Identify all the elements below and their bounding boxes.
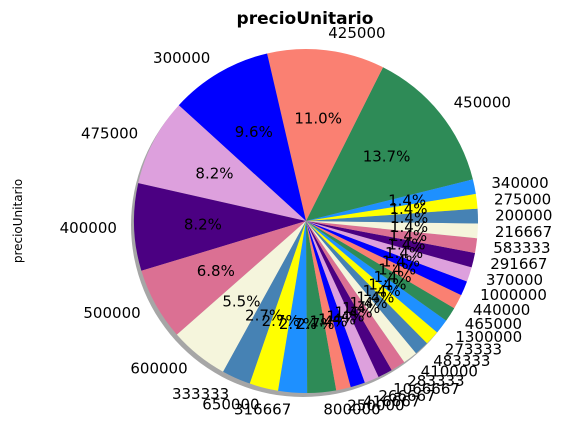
pie-percent-label: 1.4% [334,304,372,322]
pie-category-label: 340000 [491,174,548,192]
pie-percent-label: 8.2% [195,164,233,182]
pie-slice [306,221,468,296]
pie-category-label: 316667 [234,401,291,419]
pie-slice [306,221,478,239]
pie-percent-label: 1.4% [390,218,428,236]
pie-percent-label: 8.2% [184,216,222,234]
pie-slice [306,221,455,321]
pie-percent-labels: 13.7%11.0%9.6%8.2%8.2%6.8%5.5%2.7%2.7%2.… [184,110,428,333]
pie-percent-label: 1.4% [388,191,426,209]
pie-percent-label: 1.4% [385,244,423,262]
pie-percent-label: 5.5% [222,293,260,311]
pie-category-label: 425000 [328,24,385,42]
pie-category-label: 583333 [493,239,550,257]
y-axis-label: precioUnitario [11,179,25,263]
pie-slice [306,67,473,221]
pie-slice [306,221,392,377]
pie-percent-label: 2.7% [296,315,334,333]
pie-percent-label: 2.7% [262,312,300,330]
pie-category-label: 283333 [407,372,464,390]
pie-percent-label: 1.4% [349,294,387,312]
pie-category-label: 500000 [83,304,140,322]
pie-percent-label: 1.4% [387,236,425,254]
pie-percent-label: 13.7% [363,147,411,165]
pie-percent-label: 1.4% [363,282,401,300]
pie-slice [141,221,306,335]
pie-category-label: 650000 [202,395,259,413]
pie-percent-label: 9.6% [235,123,273,141]
pie-slice [306,208,478,224]
pie-category-label: 273333 [445,341,502,359]
pie-slice [306,221,447,333]
pie-slice [278,221,308,394]
pie-percent-label: 11.0% [294,110,342,128]
pie-slice [306,221,472,282]
pie-category-label: 266667 [378,387,435,405]
pie-slice [249,221,306,391]
pie-slice [306,221,462,309]
pie-percent-label: 1.4% [382,252,420,270]
pie-slice [306,221,365,388]
pie-slice [306,179,476,221]
pie-slice [138,105,306,221]
pie-category-label: 600000 [130,360,187,378]
pie-slice [178,53,306,222]
pie-slice [306,221,438,344]
pie-category-label: 465000 [465,315,522,333]
pie-category-label: 440000 [473,301,530,319]
pie-percent-label: 1.4% [389,200,427,218]
pie-category-labels: 450000 425000 300000 475000 400000 500000 6000… [60,24,553,419]
pie-category-label: 275000 [494,190,551,208]
pie-slice [176,221,306,372]
pie-category-label: 450000 [454,94,511,112]
pie-category-label: 300000 [153,49,210,67]
pie-category-label: 416667 [363,392,420,410]
pie-category-label: 333333 [172,385,229,403]
pie-slice [223,221,306,384]
pie-slice [133,183,306,271]
pie-category-label: 1000000 [480,286,547,304]
pie-category-label: 410000 [421,362,478,380]
pie-category-label: 483333 [433,352,490,370]
pie-percent-label: 6.8% [197,262,235,280]
pie-percent-label: 2.7% [279,315,317,333]
pie-slice [306,221,476,268]
pie-percent-label: 1.4% [309,313,347,331]
pie-slice [306,221,351,391]
pie-slice [306,221,337,393]
pie-slice [306,221,417,363]
pie-percent-label: 1.4% [374,268,412,286]
pie-percent-label: 1.4% [326,307,364,325]
pie-percent-label: 1.4% [389,227,427,245]
pie-category-label: 800000 [323,400,380,418]
pie-percent-label: 1.4% [318,310,356,328]
pie-category-label: 475000 [81,125,138,143]
pie-category-label: 291667 [490,255,547,273]
pie-percent-label: 1.4% [368,275,406,293]
pie-percent-label: 1.4% [342,299,380,317]
pie-percent-label: 2.7% [245,306,283,324]
pie-category-label: 1066667 [393,380,460,398]
pie-slice [306,221,428,354]
chart-title: precioUnitario [237,9,374,29]
pie-slice [306,193,478,221]
pie-category-label: 400000 [60,219,117,237]
pie-category-label: 370000 [486,271,543,289]
pie-category-label: 1300000 [455,328,522,346]
pie-percent-label: 1.4% [390,209,428,227]
pie-slices [133,49,478,394]
pie-category-label: 216667 [495,223,552,241]
pie-slice [306,221,478,253]
pie-category-label: 250000 [347,397,404,415]
pie-category-label: 200000 [495,207,552,225]
pie-slice [306,221,405,371]
pie-percent-label: 1.4% [356,288,394,306]
pie-slice [267,49,383,221]
pie-slice [306,221,379,383]
pie-percent-label: 1.4% [378,260,416,278]
